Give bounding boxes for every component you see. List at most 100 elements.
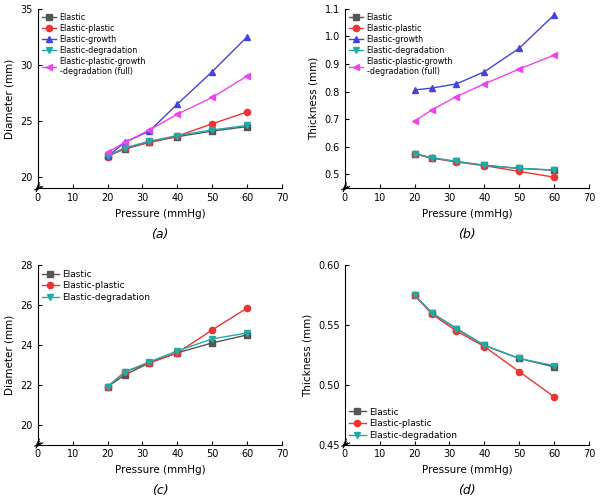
Elastic-degradation bbox=[244, 122, 251, 128]
Elastic-plastic bbox=[453, 328, 460, 334]
Line: Elastic-plastic-growth
-degradation (full): Elastic-plastic-growth -degradation (ful… bbox=[412, 52, 557, 124]
Elastic-growth bbox=[453, 81, 460, 87]
Elastic-plastic-growth
-degradation (full) bbox=[104, 149, 111, 155]
Elastic-plastic bbox=[515, 168, 523, 174]
Elastic-degradation bbox=[104, 153, 111, 159]
Elastic-plastic bbox=[174, 133, 181, 139]
Line: Elastic: Elastic bbox=[104, 123, 250, 159]
Text: (a): (a) bbox=[151, 227, 169, 240]
Elastic-plastic bbox=[428, 311, 436, 317]
Elastic-plastic-growth
-degradation (full) bbox=[428, 107, 436, 113]
Elastic bbox=[104, 384, 111, 390]
Elastic-degradation bbox=[104, 384, 111, 390]
Elastic bbox=[550, 167, 557, 173]
Elastic-plastic bbox=[481, 163, 488, 169]
Elastic bbox=[121, 372, 128, 378]
Elastic-growth bbox=[104, 153, 111, 159]
Elastic bbox=[244, 332, 251, 338]
Elastic bbox=[515, 356, 523, 362]
Line: Elastic-plastic-growth
-degradation (full): Elastic-plastic-growth -degradation (ful… bbox=[104, 73, 250, 155]
Elastic-degradation bbox=[121, 145, 128, 151]
Elastic-plastic bbox=[121, 369, 128, 375]
Elastic-growth bbox=[550, 12, 557, 18]
Elastic-plastic-growth
-degradation (full) bbox=[550, 52, 557, 58]
Elastic-degradation bbox=[428, 155, 436, 161]
Elastic-growth bbox=[174, 101, 181, 107]
Elastic-plastic bbox=[104, 154, 111, 160]
Elastic-plastic bbox=[515, 369, 523, 375]
Line: Elastic-growth: Elastic-growth bbox=[412, 12, 557, 93]
Elastic-degradation bbox=[481, 342, 488, 348]
Elastic-plastic-growth
-degradation (full) bbox=[244, 73, 251, 79]
Elastic bbox=[411, 151, 418, 157]
Elastic-growth bbox=[244, 34, 251, 40]
Elastic-plastic-growth
-degradation (full) bbox=[209, 94, 216, 100]
Elastic-degradation bbox=[428, 310, 436, 316]
X-axis label: Pressure (mmHg): Pressure (mmHg) bbox=[115, 208, 205, 218]
Elastic-degradation bbox=[121, 369, 128, 375]
Elastic bbox=[481, 162, 488, 168]
Elastic-degradation bbox=[453, 326, 460, 332]
Elastic-plastic bbox=[146, 139, 153, 145]
Elastic-growth bbox=[411, 87, 418, 93]
Elastic bbox=[428, 155, 436, 161]
Legend: Elastic, Elastic-plastic, Elastic-growth, Elastic-degradation, Elastic-plastic-g: Elastic, Elastic-plastic, Elastic-growth… bbox=[347, 12, 455, 78]
Elastic-degradation bbox=[146, 359, 153, 365]
Elastic-plastic-growth
-degradation (full) bbox=[515, 66, 523, 72]
Elastic-plastic bbox=[411, 292, 418, 298]
Line: Elastic-degradation: Elastic-degradation bbox=[412, 292, 557, 369]
Y-axis label: Thickness (mm): Thickness (mm) bbox=[309, 57, 319, 140]
Line: Elastic-plastic: Elastic-plastic bbox=[412, 292, 557, 400]
Elastic bbox=[174, 350, 181, 356]
Elastic-plastic bbox=[453, 159, 460, 165]
Elastic-degradation bbox=[174, 133, 181, 139]
Elastic bbox=[515, 165, 523, 171]
Elastic-plastic-growth
-degradation (full) bbox=[453, 94, 460, 100]
Elastic-plastic bbox=[104, 384, 111, 390]
Elastic bbox=[244, 124, 251, 130]
Elastic-plastic bbox=[209, 327, 216, 333]
Y-axis label: Diameter (mm): Diameter (mm) bbox=[5, 59, 15, 139]
Elastic-plastic bbox=[121, 145, 128, 151]
Elastic-degradation bbox=[411, 292, 418, 298]
Line: Elastic-plastic: Elastic-plastic bbox=[104, 109, 250, 160]
Line: Elastic-plastic: Elastic-plastic bbox=[412, 151, 557, 180]
Elastic-plastic bbox=[174, 350, 181, 356]
Elastic-plastic-growth
-degradation (full) bbox=[174, 111, 181, 117]
Elastic-plastic bbox=[146, 360, 153, 366]
Elastic-degradation bbox=[146, 138, 153, 144]
Elastic-plastic bbox=[550, 394, 557, 400]
Line: Elastic: Elastic bbox=[104, 332, 250, 390]
Elastic-plastic-growth
-degradation (full) bbox=[411, 118, 418, 124]
Elastic-degradation bbox=[515, 356, 523, 362]
Elastic bbox=[146, 360, 153, 366]
X-axis label: Pressure (mmHg): Pressure (mmHg) bbox=[422, 208, 512, 218]
Elastic bbox=[428, 310, 436, 316]
Elastic-degradation bbox=[209, 336, 216, 342]
X-axis label: Pressure (mmHg): Pressure (mmHg) bbox=[115, 465, 205, 475]
Elastic-plastic bbox=[481, 344, 488, 350]
Line: Elastic-degradation: Elastic-degradation bbox=[104, 122, 250, 159]
X-axis label: Pressure (mmHg): Pressure (mmHg) bbox=[422, 465, 512, 475]
Line: Elastic-degradation: Elastic-degradation bbox=[104, 330, 250, 390]
Y-axis label: Thickness (mm): Thickness (mm) bbox=[303, 313, 313, 396]
Elastic-growth bbox=[121, 139, 128, 145]
Elastic-plastic bbox=[244, 305, 251, 311]
Line: Elastic-plastic: Elastic-plastic bbox=[104, 305, 250, 390]
Line: Elastic: Elastic bbox=[412, 292, 557, 370]
Elastic-degradation bbox=[453, 158, 460, 164]
Elastic bbox=[550, 364, 557, 370]
Text: (c): (c) bbox=[152, 484, 168, 497]
Elastic-degradation bbox=[550, 363, 557, 369]
Elastic-plastic-growth
-degradation (full) bbox=[121, 139, 128, 145]
Elastic bbox=[209, 340, 216, 346]
Elastic-growth bbox=[515, 45, 523, 51]
Elastic-degradation bbox=[481, 162, 488, 168]
Elastic-growth bbox=[146, 128, 153, 134]
Legend: Elastic, Elastic-plastic, Elastic-degradation: Elastic, Elastic-plastic, Elastic-degrad… bbox=[40, 268, 152, 304]
Elastic bbox=[411, 292, 418, 298]
Elastic-growth bbox=[209, 69, 216, 75]
Line: Elastic-growth: Elastic-growth bbox=[104, 34, 250, 159]
Elastic-degradation bbox=[244, 330, 251, 336]
Elastic bbox=[209, 128, 216, 134]
